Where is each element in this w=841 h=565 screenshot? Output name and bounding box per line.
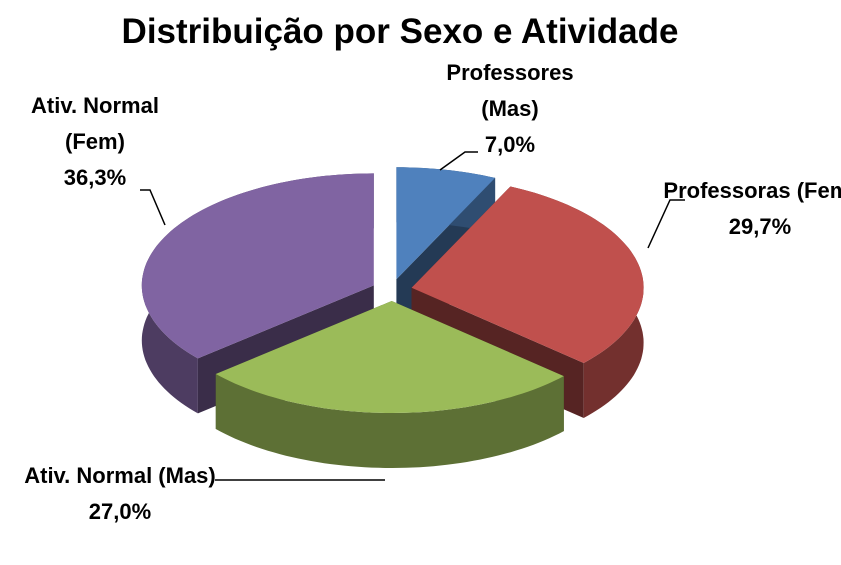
data-label: Ativ. Normal (Fem) 36,3% bbox=[0, 88, 190, 196]
value-label: 36,3% bbox=[63, 165, 127, 190]
value-label: 7,0% bbox=[484, 132, 536, 157]
leader-line bbox=[439, 151, 478, 171]
category-label: Professores (Mas) bbox=[446, 60, 574, 121]
pie-slice bbox=[215, 301, 564, 468]
leader-line bbox=[647, 199, 685, 249]
slice-top bbox=[215, 301, 564, 413]
slice-top bbox=[396, 167, 496, 280]
leader-line bbox=[140, 189, 166, 226]
chart-title: Distribuição por Sexo e Atividade bbox=[121, 12, 679, 51]
slice-top bbox=[141, 173, 374, 359]
data-label: Ativ. Normal (Mas) 27,0% bbox=[20, 458, 220, 530]
category-label: Ativ. Normal (Fem) bbox=[31, 93, 159, 154]
category-label: Professoras (Fem) bbox=[663, 178, 841, 203]
data-label: Professoras (Fem) 29,7% bbox=[660, 173, 841, 245]
slice-rim bbox=[215, 374, 564, 468]
leader-lines bbox=[140, 151, 685, 481]
value-label: 29,7% bbox=[728, 214, 792, 239]
value-label: 27,0% bbox=[88, 499, 152, 524]
category-label: Ativ. Normal (Mas) bbox=[24, 463, 216, 488]
data-label: Professores (Mas) 7,0% bbox=[420, 55, 600, 163]
slice-top bbox=[411, 186, 644, 363]
